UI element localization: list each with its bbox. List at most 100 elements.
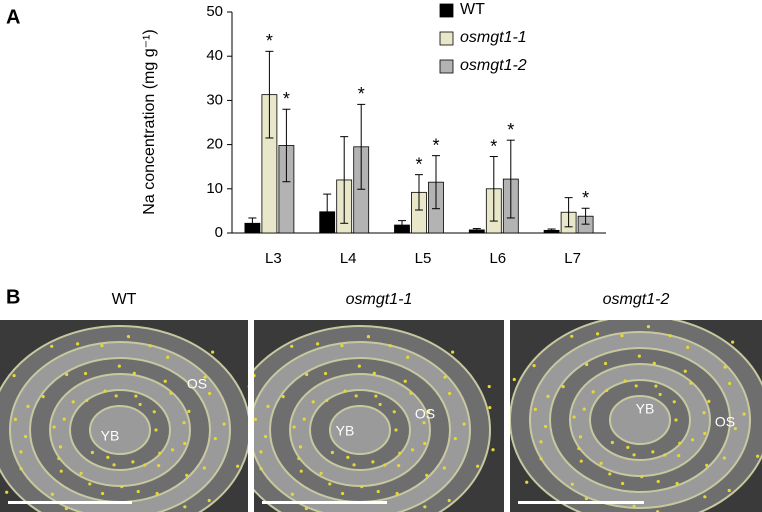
yellow-signal [114,394,118,398]
yellow-signal [152,410,156,414]
yellow-signal [668,334,672,338]
yellow-signal [579,459,583,463]
yellow-signal [422,421,426,425]
yellow-signal [343,389,347,393]
yellow-signal [584,496,588,501]
yellow-signal [656,479,660,484]
yellow-signal [58,445,63,449]
yellow-signal [182,421,186,425]
yellow-signal [247,385,248,388]
yellow-signal [372,371,376,376]
yellow-signal [57,456,61,461]
yellow-signal [371,460,375,464]
yellow-signal [677,453,681,458]
yellow-signal [311,400,315,404]
yellow-signal [126,335,131,339]
yellow-signal [100,491,105,496]
yellow-signal [512,377,516,382]
yellow-signal [281,395,285,399]
yellow-signal [71,400,75,404]
yellow-signal [26,404,30,408]
micrograph [254,320,504,512]
yellow-signal [50,344,54,348]
yellow-signal [100,343,104,348]
yellow-signal [646,325,651,329]
yellow-signal [134,394,138,398]
yellow-signal [132,371,136,376]
yellow-signal [663,453,667,457]
yellow-signal [476,464,480,468]
yellow-signal [654,384,658,388]
yellow-signal [185,473,189,477]
yellow-signal [90,450,94,455]
yellow-signal [728,381,732,386]
yellow-signal [62,417,66,421]
yellow-signal [705,463,709,467]
yellow-signal [112,463,116,467]
yellow-signal [525,480,529,484]
yellow-signal [254,417,257,421]
yellow-signal [154,428,158,432]
yellow-signal [570,334,574,338]
x-tick-label: L7 [564,250,581,267]
yellow-signal [103,389,107,393]
yellow-signal [13,417,17,421]
scale-bar [262,501,387,504]
yellow-signal [120,485,124,489]
region-label: YB [336,423,355,439]
yellow-signal [248,406,251,409]
yellow-signal [640,475,644,479]
yellow-signal [674,418,678,422]
yellow-signal [599,461,603,465]
yellow-signal [50,492,54,496]
yellow-signal [448,391,452,396]
yellow-signal [409,391,413,395]
yellow-signal [325,398,329,402]
yellow-signal [451,350,455,354]
yellow-signal [447,498,451,503]
micrograph-content [0,320,251,512]
yellow-signal [117,364,121,368]
yellow-signal [491,448,495,452]
image-title: WT [112,291,137,308]
yellow-signal [742,412,746,416]
micrograph [510,320,762,512]
yellow-signal [637,354,641,358]
yellow-signal [183,441,187,446]
yellow-signal [138,402,142,407]
yellow-signal [572,415,576,419]
region-label: OS [187,376,207,392]
y-tick-label: 0 [215,224,223,241]
yellow-signal [304,506,308,511]
legend-swatch [439,3,454,18]
yellow-signal [354,394,358,398]
yellow-signal [41,395,45,399]
y-tick-label: 20 [206,136,223,153]
yellow-signal [340,491,345,496]
yellow-signal [357,364,361,368]
significance: * [415,154,422,174]
x-tick-label: L3 [265,250,282,267]
yellow-signal [707,399,711,403]
yellow-signal [723,365,727,369]
legend-swatch [439,59,454,74]
yellow-signal [292,425,296,429]
yellow-signal [731,340,735,344]
legend-label: osmgt1-2 [460,57,527,74]
yellow-signal [733,426,737,431]
legend-label: osmgt1-1 [460,29,527,46]
yellow-signal [487,384,491,389]
yellow-signal [208,391,212,396]
yellow-signal [166,355,170,359]
yellow-signal [254,373,256,378]
yellow-signal [392,410,396,414]
yellow-signal [585,362,589,367]
image-title: osmgt1-1 [346,291,413,308]
yellow-signal [632,504,636,508]
yellow-signal [328,482,332,486]
x-tick-label: L6 [489,250,506,267]
yellow-signal [266,404,270,408]
region-label: OS [715,414,735,430]
yellow-signal [157,463,161,468]
